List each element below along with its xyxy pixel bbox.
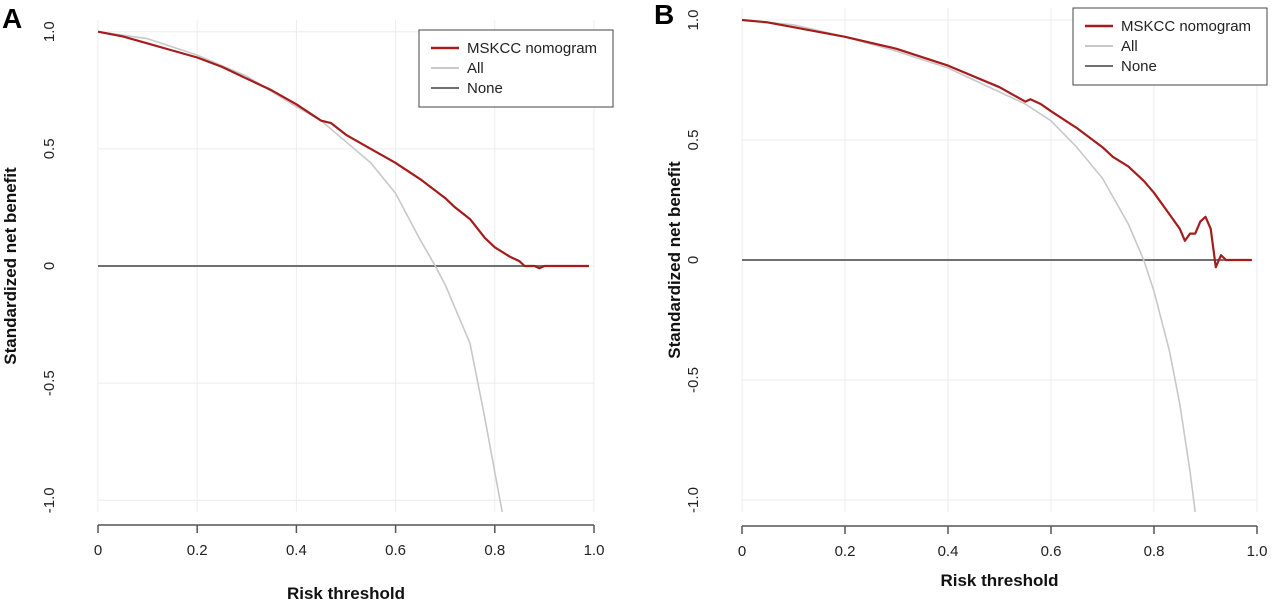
legend-entry: All [1121, 38, 1138, 55]
x-axis-title: Risk threshold [287, 584, 405, 602]
y-tick-label: 0 [685, 256, 702, 264]
panel-label: B [654, 0, 674, 30]
series-line-all [97, 30, 503, 513]
chart-panel-b: 0 0.2 0.4 0.6 0.8 1.0 -1.0 -0.5 0 0.5 1.0 Risk thre… [654, 0, 1268, 590]
x-tick-label: 0.2 [187, 542, 208, 559]
legend-entry: MSKCC nomogram [467, 40, 597, 57]
x-tick-label: 1.0 [584, 542, 605, 559]
x-tick-label: 0 [94, 542, 102, 559]
y-tick-label: -0.5 [685, 367, 702, 393]
series-line-mskcc-nomogram [741, 18, 1252, 269]
legend-entry: MSKCC nomogram [1121, 18, 1251, 35]
x-tick-label: 0.4 [938, 543, 959, 560]
y-axis-title: Standardized net benefit [1, 167, 20, 365]
y-tick-label: 1.0 [685, 10, 702, 31]
x-tick-label: 0 [738, 543, 746, 560]
y-tick-label: -0.5 [41, 370, 58, 396]
x-tick-label: 1.0 [1247, 543, 1268, 560]
x-tick-label: 0.6 [385, 542, 406, 559]
x-tick-label: 0.2 [835, 543, 856, 560]
series-line-all [741, 19, 1196, 513]
chart-panel-a: 0 0.2 0.4 0.6 0.8 1.0 -1.0 -0.5 0 0.5 1.0 Risk thre… [1, 3, 614, 602]
y-tick-label: -1.0 [685, 487, 702, 513]
legend-entry: None [1121, 58, 1157, 75]
y-tick-label: 1.0 [41, 21, 58, 42]
x-tick-label: 0.4 [286, 542, 307, 559]
legend: MSKCC nomogram All None [418, 29, 614, 108]
y-axis-title: Standardized net benefit [665, 161, 684, 359]
legend-entry: All [467, 60, 484, 77]
x-tick-label: 0.8 [484, 542, 505, 559]
y-tick-label: -1.0 [41, 487, 58, 513]
series-line-mskcc-nomogram [97, 30, 589, 270]
legend-entry: None [467, 80, 503, 97]
x-axis-title: Risk threshold [940, 571, 1058, 590]
x-tick-label: 0.6 [1041, 543, 1062, 560]
y-tick-label: 0.5 [685, 130, 702, 151]
legend: MSKCC nomogram All None [1072, 7, 1268, 86]
y-tick-label: 0.5 [41, 138, 58, 159]
panel-label: A [2, 3, 22, 34]
y-tick-label: 0 [41, 262, 58, 270]
x-tick-label: 0.8 [1144, 543, 1165, 560]
